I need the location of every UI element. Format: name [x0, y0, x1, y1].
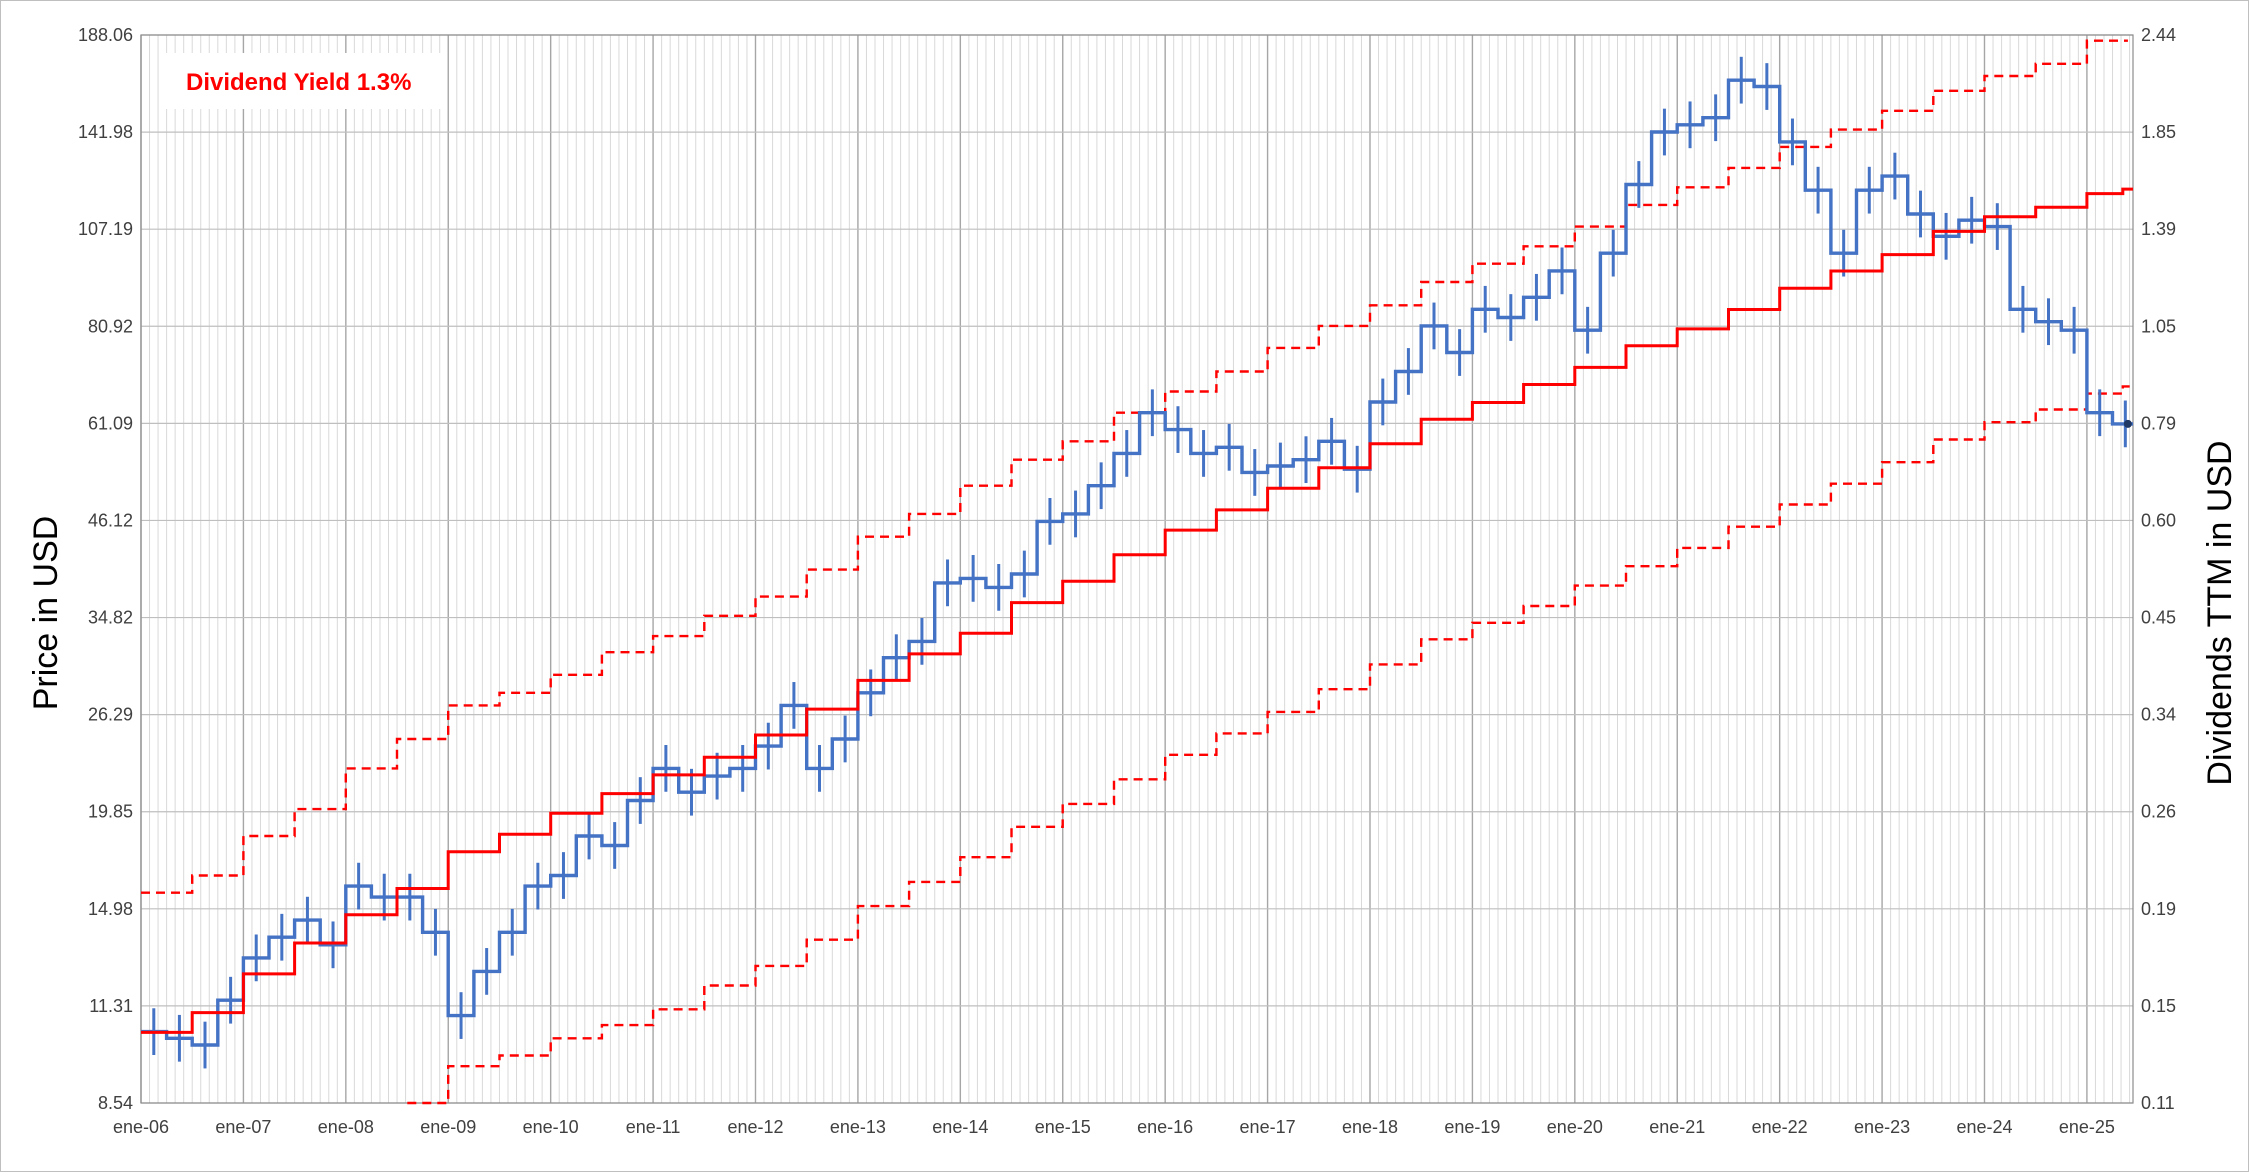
right-tick-label: 0.26: [2141, 802, 2176, 822]
price-series: [141, 56, 2133, 1069]
x-tick-label: ene-15: [1035, 1117, 1091, 1137]
right-axis-title: Dividends TTM in USD: [2201, 440, 2239, 785]
left-tick-label: 14.98: [88, 899, 133, 919]
x-tick-label: ene-20: [1547, 1117, 1603, 1137]
x-tick-label: ene-16: [1137, 1117, 1193, 1137]
x-tick-label: ene-06: [113, 1117, 169, 1137]
x-tick-label: ene-12: [727, 1117, 783, 1137]
right-tick-label: 1.39: [2141, 219, 2176, 239]
left-tick-label: 46.12: [88, 510, 133, 530]
right-tick-label: 2.44: [2141, 25, 2176, 45]
dividend-ttm-series: [141, 187, 2133, 1034]
lower-band-line: [407, 385, 2133, 1105]
x-tick-label: ene-14: [932, 1117, 988, 1137]
dividend-ttm-line: [141, 187, 2133, 1034]
right-tick-label: 0.79: [2141, 413, 2176, 433]
x-tick-label: ene-22: [1752, 1117, 1808, 1137]
upper-band-line: [141, 39, 2128, 894]
left-tick-label: 34.82: [88, 608, 133, 628]
x-tick-label: ene-11: [626, 1117, 681, 1137]
plot-border: [140, 34, 2134, 1104]
left-tick-label: 26.29: [88, 705, 133, 725]
x-tick-label: ene-13: [830, 1117, 886, 1137]
right-tick-label: 1.05: [2141, 316, 2176, 336]
left-axis-ticks: 8.54 11.31 14.98 19.85 26.29 34.82 46.12 61.09 8…: [78, 25, 133, 1113]
right-tick-label: 0.60: [2141, 510, 2176, 530]
right-tick-label: 0.34: [2141, 705, 2176, 725]
right-tick-label: 0.11: [2141, 1093, 2175, 1113]
x-tick-label: ene-25: [2059, 1117, 2115, 1137]
left-tick-label: 19.85: [88, 802, 133, 822]
x-tick-label: ene-23: [1854, 1117, 1910, 1137]
left-axis-title: Price in USD: [27, 516, 65, 711]
annotation-box: [161, 53, 443, 109]
price-line: [141, 78, 2133, 1047]
x-tick-label: ene-09: [420, 1117, 476, 1137]
x-tick-label: ene-24: [1956, 1117, 2012, 1137]
x-tick-label: ene-21: [1649, 1117, 1705, 1137]
right-tick-label: 0.45: [2141, 608, 2176, 628]
right-tick-label: 0.19: [2141, 899, 2176, 919]
x-tick-label: ene-10: [523, 1117, 579, 1137]
gridlines: [140, 34, 2134, 1104]
x-tick-label: ene-07: [215, 1117, 271, 1137]
current-price-marker: [2123, 419, 2132, 428]
left-tick-label: 188.06: [78, 25, 133, 45]
left-tick-label: 141.98: [78, 122, 133, 142]
x-tick-label: ene-17: [1240, 1117, 1296, 1137]
right-axis-ticks: 0.11 0.15 0.19 0.26 0.34 0.45 0.60 0.79 1.05 1.39…: [2141, 25, 2176, 1113]
x-axis-ticks: ene-06 ene-07 ene-08 ene-09 ene-10 ene-11 ene-…: [113, 1117, 2115, 1137]
left-tick-label: 107.19: [78, 219, 133, 239]
x-tick-label: ene-19: [1444, 1117, 1500, 1137]
right-tick-label: 1.85: [2141, 122, 2176, 142]
left-tick-label: 61.09: [88, 413, 133, 433]
dividend-yield-annotation: Dividend Yield 1.3%: [186, 69, 411, 96]
left-tick-label: 80.92: [88, 316, 133, 336]
left-tick-label: 11.31: [89, 996, 133, 1016]
x-tick-label: ene-18: [1342, 1117, 1398, 1137]
right-tick-label: 0.15: [2141, 996, 2176, 1016]
left-tick-label: 8.54: [98, 1093, 133, 1113]
x-tick-label: ene-08: [318, 1117, 374, 1137]
